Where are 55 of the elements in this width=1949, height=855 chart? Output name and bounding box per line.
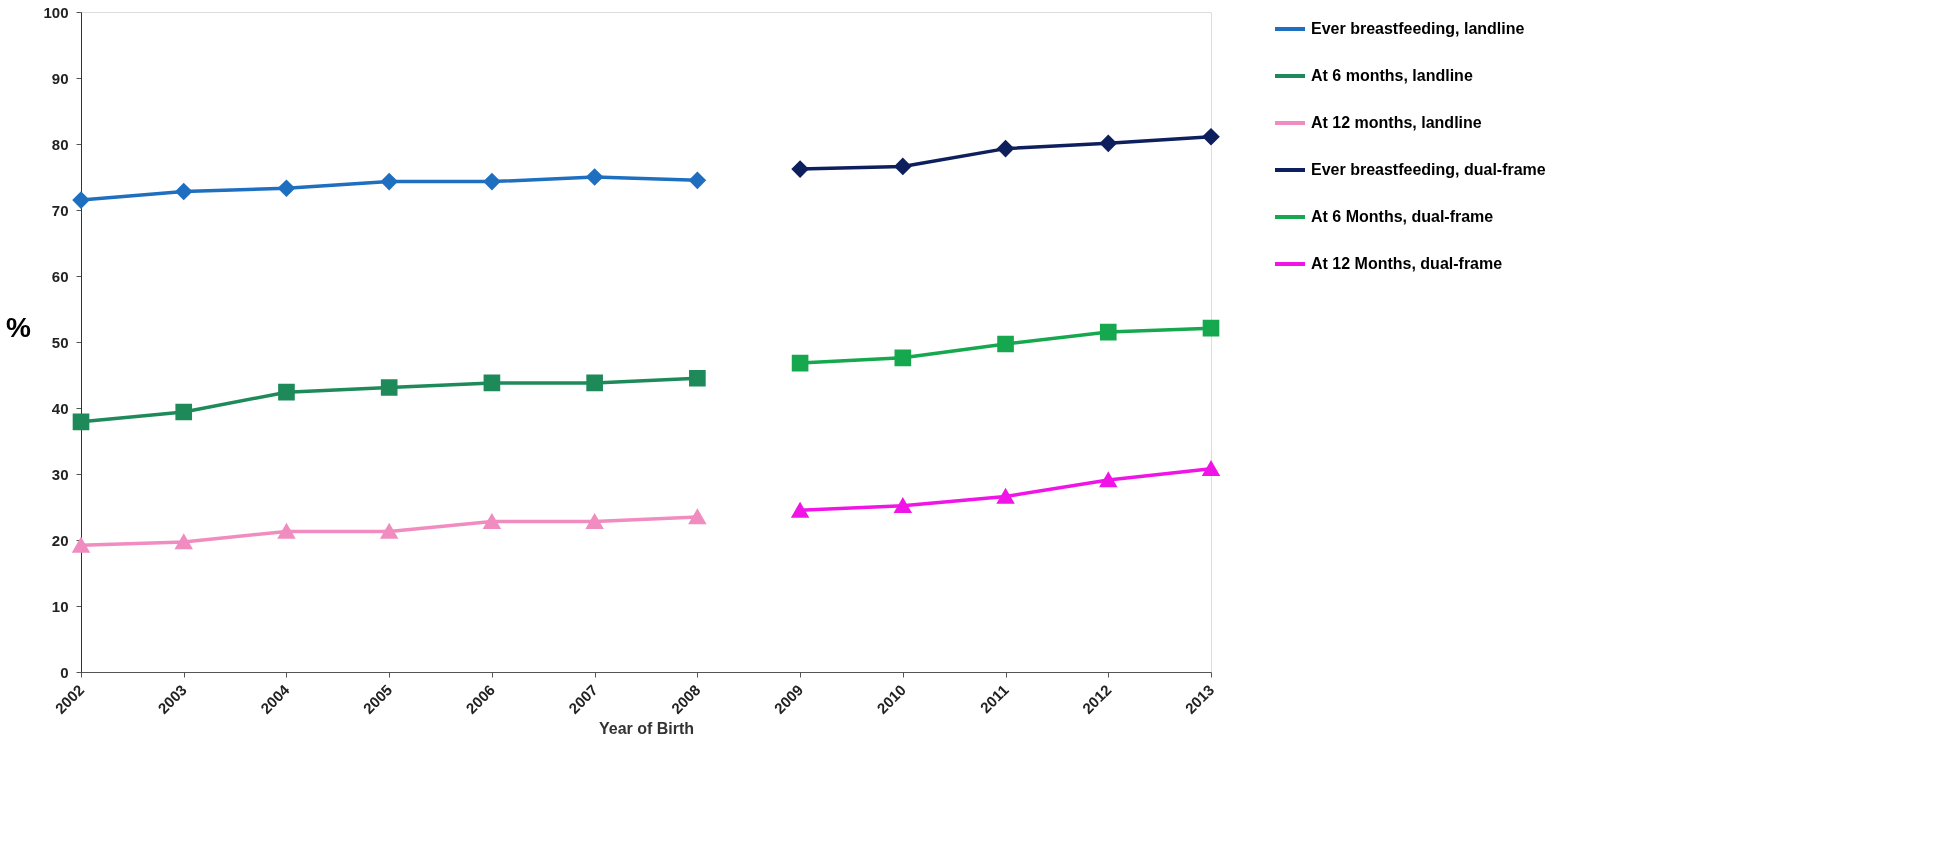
y-tick-label: 90: [51, 69, 69, 87]
point: [175, 403, 193, 421]
point: [1099, 472, 1117, 488]
y-tick-label: 20: [51, 531, 69, 549]
point: [1202, 319, 1220, 337]
y-tick-label: 50: [51, 333, 69, 351]
y-tick-label: 30: [51, 465, 69, 483]
point: [894, 498, 912, 514]
y-tick-label: 60: [51, 267, 69, 285]
point: [1099, 323, 1117, 341]
x-axis-title: Year of Birth: [598, 719, 695, 737]
legend-label: Ever breastfeeding, landline: [1311, 20, 1525, 37]
point: [1099, 135, 1117, 152]
point: [689, 171, 706, 189]
point: [278, 383, 295, 401]
point: [586, 514, 603, 529]
y-tick-label: 40: [51, 399, 69, 417]
point: [894, 158, 912, 175]
legend-label: Ever breastfeeding, dual-frame: [1311, 161, 1546, 178]
legend-label: At 12 Months, dual-frame: [1311, 255, 1503, 272]
point: [586, 168, 603, 186]
point: [791, 160, 809, 178]
y-axis-title: %: [6, 311, 32, 343]
legend-label: At 6 Months, dual-frame: [1311, 208, 1494, 225]
point: [278, 179, 295, 197]
point: [72, 537, 90, 553]
point: [997, 489, 1014, 504]
point: [586, 374, 603, 392]
point: [894, 349, 912, 367]
point: [997, 140, 1014, 157]
point: [175, 534, 193, 550]
point: [483, 173, 501, 190]
point: [997, 335, 1014, 353]
point: [791, 502, 809, 518]
point: [1202, 128, 1220, 146]
point: [278, 524, 295, 539]
point: [380, 173, 398, 190]
point: [175, 183, 193, 200]
y-tick-label: 0: [60, 663, 69, 681]
point: [380, 379, 398, 396]
point: [483, 374, 501, 392]
y-tick-label: 80: [51, 135, 69, 153]
legend-label: At 12 months, landline: [1311, 114, 1482, 131]
point: [380, 524, 398, 539]
point: [689, 509, 706, 525]
y-tick-label: 100: [43, 3, 69, 21]
legend-label: At 6 months, landline: [1311, 67, 1473, 84]
point: [1202, 461, 1220, 477]
point: [72, 413, 90, 431]
y-tick-label: 10: [51, 597, 69, 615]
point: [72, 191, 90, 209]
point: [791, 354, 809, 372]
y-tick-label: 70: [51, 201, 69, 219]
point: [689, 369, 706, 387]
point: [483, 514, 501, 529]
